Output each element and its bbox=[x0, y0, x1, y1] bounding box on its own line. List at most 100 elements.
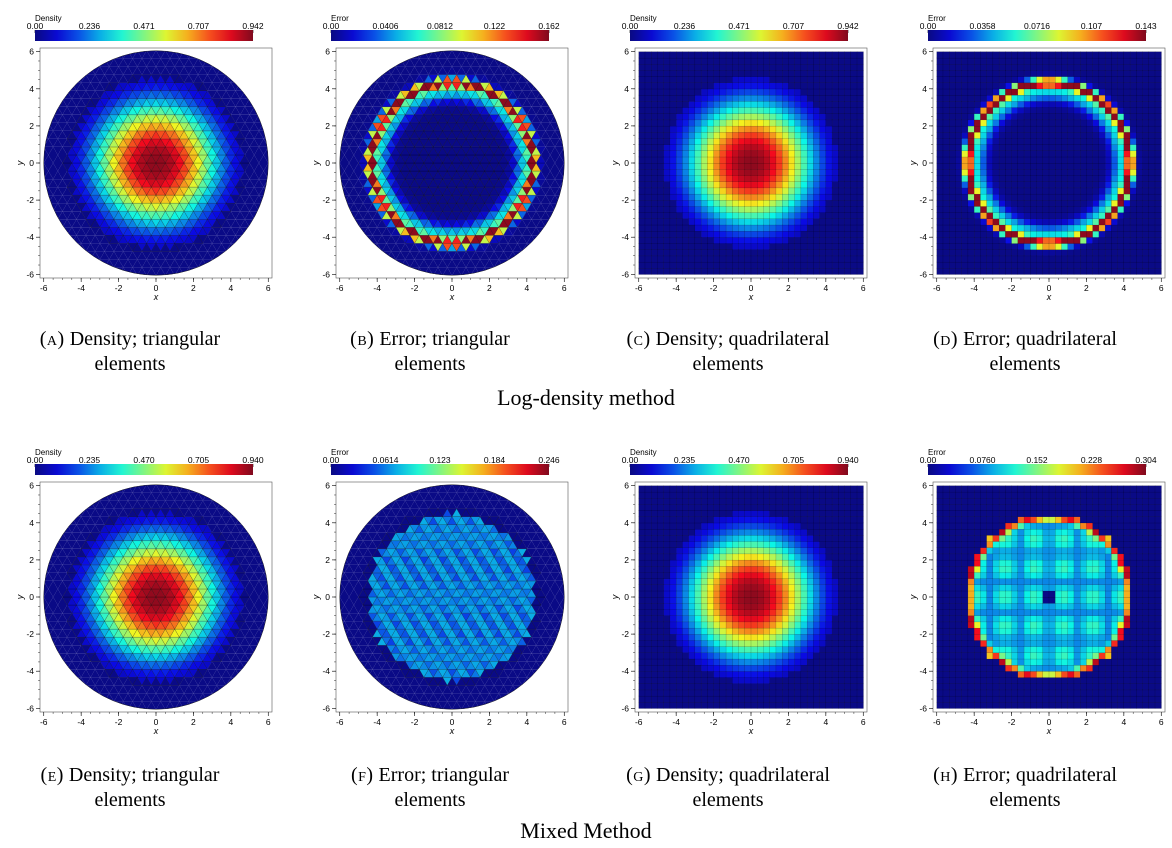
y-tick-label: 4 bbox=[624, 518, 629, 528]
y-tick-label: -2 bbox=[919, 195, 927, 205]
x-tick-label: 2 bbox=[191, 283, 196, 293]
caption-f: (f) Error; triangular elements bbox=[285, 763, 575, 813]
x-tick-label: -2 bbox=[115, 717, 123, 727]
caption-tag: (d) bbox=[933, 328, 959, 350]
field-plot bbox=[638, 51, 864, 275]
caption-tag: (g) bbox=[626, 764, 652, 786]
colorbar-tick-label: 0.246 bbox=[538, 455, 560, 465]
y-tick-label: -4 bbox=[919, 666, 927, 676]
y-tick-label: -6 bbox=[322, 703, 330, 713]
x-tick-label: -2 bbox=[1008, 283, 1016, 293]
colorbar-title: Error bbox=[928, 448, 946, 457]
y-tick-label: -4 bbox=[26, 232, 34, 242]
colorbar bbox=[928, 464, 1146, 475]
caption-tag: (h) bbox=[933, 764, 959, 786]
colorbar-title: Error bbox=[928, 14, 946, 23]
caption-text: Error; triangular bbox=[378, 764, 510, 786]
colorbar-title: Error bbox=[331, 448, 349, 457]
x-tick-label: 6 bbox=[861, 283, 866, 293]
y-tick-label: 0 bbox=[922, 158, 927, 168]
y-tick-label: 6 bbox=[29, 47, 34, 57]
colorbar-title: Error bbox=[331, 14, 349, 23]
colorbar-tick-label: 0.184 bbox=[484, 455, 506, 465]
y-tick-label: -4 bbox=[919, 232, 927, 242]
x-tick-label: 2 bbox=[1084, 717, 1089, 727]
section-title-mixed: Mixed Method bbox=[520, 818, 652, 843]
y-tick-label: 0 bbox=[624, 158, 629, 168]
colorbar-tick-label: 0.152 bbox=[1026, 455, 1048, 465]
y-tick-label: 0 bbox=[624, 592, 629, 602]
y-tick-label: 0 bbox=[325, 592, 330, 602]
caption-e: (e) Density; triangular elements bbox=[0, 763, 275, 813]
y-tick-label: -2 bbox=[621, 629, 629, 639]
y-tick-label: -6 bbox=[26, 703, 34, 713]
y-tick-label: 0 bbox=[922, 592, 927, 602]
caption-d: (d) Error; quadrilateral elements bbox=[880, 327, 1170, 377]
colorbar-tick-label: 0.00 bbox=[323, 21, 340, 31]
x-tick-label: -2 bbox=[710, 283, 718, 293]
y-tick-label: 0 bbox=[325, 158, 330, 168]
caption-text-2: elements bbox=[394, 353, 466, 375]
colorbar bbox=[630, 464, 848, 475]
colorbar-tick-label: 0.471 bbox=[133, 21, 155, 31]
colorbar-tick-label: 0.123 bbox=[429, 455, 451, 465]
figure-panel-c: Density 0.00 0.236 0.471 0.707 0.942 -6 -6 -4 -4 -… bbox=[605, 4, 895, 304]
y-tick-label: -4 bbox=[26, 666, 34, 676]
y-tick-label: -2 bbox=[322, 629, 330, 639]
caption-text: Error; quadrilateral bbox=[963, 764, 1117, 786]
x-tick-label: -6 bbox=[40, 283, 48, 293]
y-tick-label: 0 bbox=[29, 158, 34, 168]
y-axis-label: y bbox=[15, 160, 25, 166]
y-axis-label: y bbox=[311, 594, 321, 600]
caption-c: (c) Density; quadrilateral elements bbox=[583, 327, 873, 377]
y-axis-label: y bbox=[908, 160, 918, 166]
caption-g: (g) Density; quadrilateral elements bbox=[583, 763, 873, 813]
colorbar-tick-label: 0.00 bbox=[622, 21, 639, 31]
caption-b: (b) Error; triangular elements bbox=[285, 327, 575, 377]
y-tick-label: 2 bbox=[325, 555, 330, 565]
x-tick-label: 4 bbox=[1121, 283, 1126, 293]
x-axis-label: x bbox=[1046, 726, 1052, 736]
y-tick-label: 6 bbox=[29, 481, 34, 491]
y-tick-label: -4 bbox=[322, 666, 330, 676]
colorbar-title: Density bbox=[630, 448, 657, 457]
x-tick-label: -6 bbox=[336, 717, 344, 727]
y-tick-label: 2 bbox=[29, 555, 34, 565]
colorbar-tick-label: 0.107 bbox=[1081, 21, 1103, 31]
y-tick-label: -6 bbox=[919, 269, 927, 279]
y-tick-label: 6 bbox=[922, 481, 927, 491]
y-tick-label: 4 bbox=[325, 518, 330, 528]
x-tick-label: -4 bbox=[373, 717, 381, 727]
y-tick-label: 2 bbox=[624, 121, 629, 131]
y-tick-label: 4 bbox=[624, 84, 629, 94]
colorbar-tick-label: 0.707 bbox=[188, 21, 210, 31]
y-tick-label: 6 bbox=[325, 47, 330, 57]
x-tick-label: -6 bbox=[933, 283, 941, 293]
x-tick-label: -6 bbox=[933, 717, 941, 727]
caption-text-2: elements bbox=[989, 353, 1061, 375]
colorbar-tick-label: 0.705 bbox=[783, 455, 805, 465]
y-tick-label: -2 bbox=[322, 195, 330, 205]
colorbar-tick-label: 0.143 bbox=[1135, 21, 1157, 31]
colorbar bbox=[928, 30, 1146, 41]
x-tick-label: 2 bbox=[487, 717, 492, 727]
colorbar-tick-label: 0.00 bbox=[622, 455, 639, 465]
x-tick-label: -2 bbox=[411, 283, 419, 293]
caption-text: Density; triangular bbox=[68, 764, 220, 786]
x-tick-label: 0 bbox=[1047, 717, 1052, 727]
y-tick-label: -4 bbox=[621, 666, 629, 676]
caption-text-2: elements bbox=[692, 353, 764, 375]
y-tick-label: 6 bbox=[624, 481, 629, 491]
colorbar-tick-label: 0.236 bbox=[79, 21, 101, 31]
figure-panel-d: Error 0.00 0.0358 0.0716 0.107 0.143 -6 -6 -4 -4 -… bbox=[903, 4, 1172, 304]
caption-text: Density; quadrilateral bbox=[655, 328, 830, 350]
caption-tag: (b) bbox=[350, 328, 375, 350]
x-axis-label: x bbox=[153, 292, 159, 302]
colorbar-tick-label: 0.235 bbox=[79, 455, 101, 465]
colorbar bbox=[331, 30, 549, 41]
x-tick-label: 4 bbox=[228, 283, 233, 293]
caption-text-2: elements bbox=[692, 789, 764, 811]
caption-tag: (f) bbox=[350, 764, 374, 786]
